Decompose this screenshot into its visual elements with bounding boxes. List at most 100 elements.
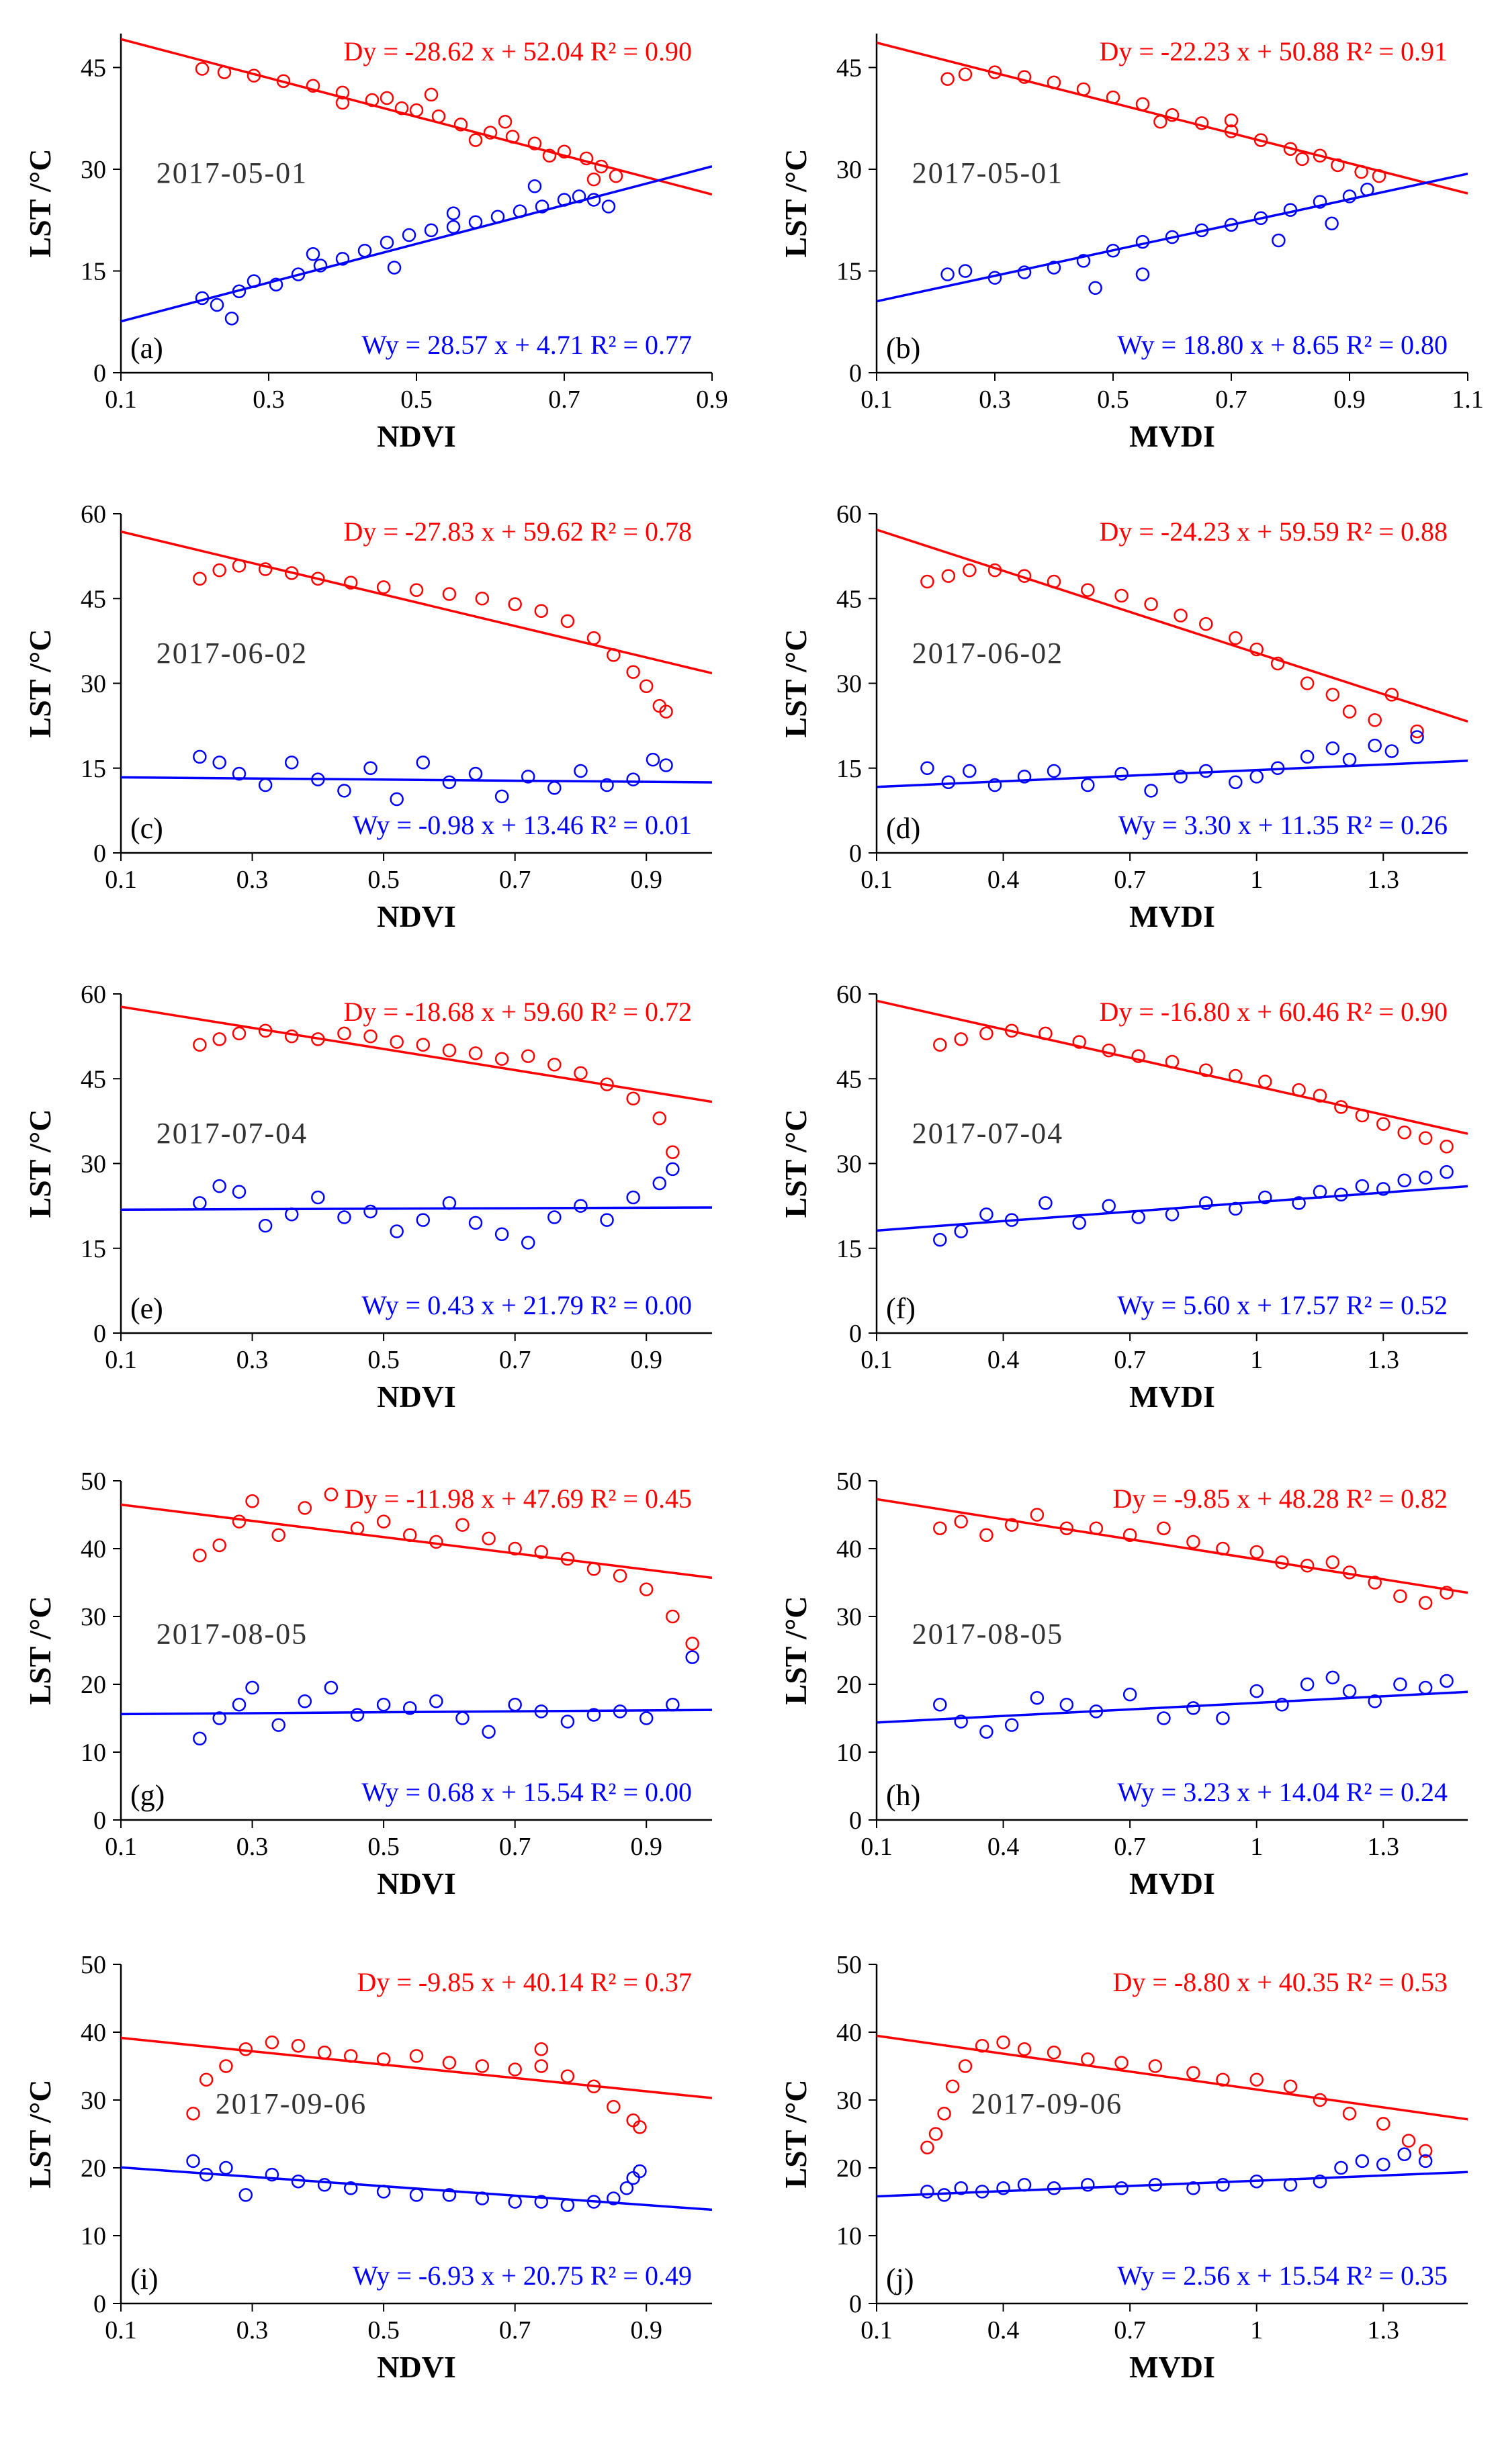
- y-axis-label: LST /°C: [23, 1109, 57, 1218]
- y-tick-label: 50: [81, 1951, 106, 1979]
- y-axis-label: LST /°C: [779, 148, 813, 257]
- data-point: [394, 101, 409, 116]
- data-point: [574, 764, 588, 778]
- series-wy: [121, 1650, 712, 1746]
- data-point: [1174, 608, 1188, 623]
- data-point: [1004, 1718, 1019, 1732]
- data-point: [468, 1216, 483, 1230]
- y-tick-label: 50: [836, 1467, 862, 1496]
- x-tick-label: 0.4: [987, 2316, 1020, 2344]
- y-tick-label: 30: [81, 670, 106, 698]
- panel-b: 0.1 0.3 0.5 0.7 0.9 1.1 0 15 30 45 MVDI LST /°C Dy =…: [779, 34, 1484, 453]
- regression-line: [121, 776, 712, 784]
- data-point: [1186, 2066, 1200, 2080]
- data-point: [1131, 1049, 1145, 1063]
- data-point: [232, 1185, 247, 1199]
- x-tick-label: 0.4: [987, 1833, 1020, 1861]
- data-point: [1216, 2178, 1230, 2192]
- data-point: [324, 1680, 339, 1695]
- x-tick-label: 1: [1250, 1833, 1263, 1861]
- data-point: [1342, 752, 1357, 767]
- data-point: [232, 1698, 247, 1712]
- x-tick-label: 0.4: [987, 866, 1020, 894]
- y-tick-label: 30: [836, 670, 862, 698]
- panel-label: (j): [886, 2263, 914, 2295]
- data-point: [1081, 2052, 1095, 2066]
- data-point: [1131, 1210, 1145, 1224]
- data-point: [1292, 1196, 1306, 1210]
- data-point: [521, 770, 535, 784]
- x-tick-label: 0.1: [860, 2316, 893, 2344]
- panel-label: (c): [130, 812, 163, 845]
- date-label: 2017-05-01: [912, 156, 1063, 189]
- data-point: [534, 2195, 549, 2209]
- data-point: [1102, 1199, 1116, 1213]
- y-tick-label: 45: [836, 585, 862, 613]
- data-point: [666, 1698, 680, 1712]
- data-point: [1249, 2072, 1264, 2087]
- data-point: [1418, 1171, 1433, 1185]
- y-tick-label: 15: [81, 258, 106, 286]
- data-point: [455, 1518, 470, 1532]
- series-dy: [877, 2034, 1468, 2158]
- data-point: [535, 199, 549, 214]
- data-point: [979, 1725, 993, 1739]
- x-tick-label: 0.9: [630, 866, 662, 894]
- x-tick-label: 0.1: [860, 1833, 893, 1861]
- data-point: [1325, 1670, 1340, 1685]
- data-point: [521, 1236, 535, 1250]
- data-point: [1368, 1576, 1382, 1590]
- y-tick-label: 0: [93, 839, 106, 868]
- x-tick-label: 0.3: [236, 866, 269, 894]
- panel-label: (a): [130, 332, 163, 365]
- data-point: [1368, 1694, 1382, 1708]
- data-point: [963, 563, 977, 578]
- data-point: [666, 1162, 680, 1177]
- data-point: [626, 2171, 640, 2185]
- data-point: [350, 1708, 365, 1722]
- data-point: [258, 778, 273, 792]
- regression-line: [877, 41, 1468, 195]
- data-point: [1199, 1196, 1213, 1210]
- x-tick-label: 0.3: [236, 2316, 269, 2344]
- regression-line: [877, 1498, 1468, 1594]
- data-point: [475, 592, 490, 606]
- series-dy: [121, 38, 712, 196]
- regression-line: [877, 1690, 1468, 1724]
- regression-line: [877, 529, 1468, 723]
- data-point: [659, 758, 673, 772]
- data-point: [996, 2181, 1010, 2195]
- data-point: [920, 574, 934, 589]
- data-point: [1072, 1216, 1086, 1230]
- data-point: [363, 761, 378, 775]
- data-point: [442, 775, 457, 790]
- regression-line: [877, 999, 1468, 1135]
- data-point: [508, 1541, 522, 1556]
- data-point: [284, 756, 299, 770]
- data-point: [1397, 1125, 1411, 1140]
- data-point: [498, 115, 513, 129]
- x-axis-label: NDVI: [377, 1866, 456, 1901]
- x-tick-label: 0.7: [548, 385, 580, 414]
- data-point: [482, 1725, 496, 1739]
- data-point: [609, 169, 623, 183]
- data-point: [954, 1032, 968, 1046]
- series-wy: [877, 1670, 1468, 1739]
- data-point: [442, 2188, 457, 2202]
- wet-edge-equation: Wy = 3.30 x + 11.35 R² = 0.26: [1118, 810, 1448, 840]
- data-point: [212, 1179, 226, 1193]
- data-point: [1440, 1674, 1454, 1688]
- data-point: [1122, 1528, 1137, 1543]
- y-axis-label: LST /°C: [23, 629, 57, 737]
- data-point: [409, 103, 424, 118]
- series-wy: [877, 730, 1468, 798]
- data-point: [376, 1514, 391, 1528]
- data-point: [1418, 1131, 1433, 1145]
- data-point: [212, 1032, 226, 1046]
- data-point: [1300, 749, 1315, 764]
- data-point: [409, 583, 424, 597]
- data-point: [442, 1043, 457, 1058]
- y-tick-label: 45: [81, 54, 106, 83]
- y-axis-label: LST /°C: [779, 629, 813, 737]
- data-point: [979, 1528, 993, 1543]
